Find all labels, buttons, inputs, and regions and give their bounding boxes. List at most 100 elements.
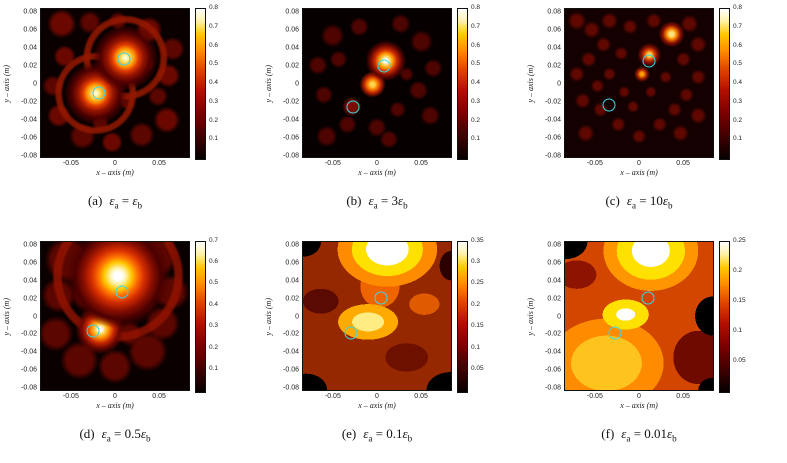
x-axis-label: x – axis (m) [96, 400, 134, 410]
epsilon-subscript: b [137, 200, 143, 211]
x-axis-label: x – axis (m) [358, 168, 396, 177]
x-tick-label: 0.05 [152, 392, 166, 400]
coefficient: 10 [649, 193, 663, 208]
y-tick-label: 0.02 [547, 295, 561, 303]
colorbar-gradient [719, 240, 730, 393]
y-tick-label: -0.02 [545, 98, 561, 106]
y-tick-label: -0.06 [21, 134, 37, 142]
colorbar-tick-label: 0.8 [471, 3, 481, 11]
target-circle [377, 59, 391, 73]
x-tick-label: 0 [637, 392, 641, 400]
panel-caption: (c) εa = 10εb [564, 193, 714, 211]
x-tick-label: 0.05 [414, 392, 428, 400]
x-tick-label: 0.05 [152, 160, 166, 167]
heatmap-canvas [564, 240, 714, 391]
colorbar-tick-label: 0.5 [471, 60, 481, 67]
y-tick-label: 0.02 [285, 62, 299, 70]
epsilon-subscript: a [114, 200, 119, 211]
panel-caption: (b) εa = 3εb [302, 193, 452, 211]
y-tick-label: -0.08 [21, 384, 37, 392]
y-axis-ticks: 0.08 0.06 0.04 0.02 0 -0.02 -0.04 -0.06 -0.08 [13, 8, 40, 160]
equals-sign: = [377, 193, 392, 208]
colorbar-tick-label: 0.4 [209, 78, 219, 86]
heatmap-canvas [40, 8, 190, 158]
epsilon-symbol: ε [363, 425, 369, 441]
y-tick-label: 0.06 [547, 26, 561, 34]
y-tick-label: -0.06 [21, 366, 37, 374]
y-tick-label: 0.04 [547, 44, 561, 52]
target-circle [346, 100, 360, 114]
colorbar-gradient [457, 240, 468, 393]
colorbar-ticks: 0.8 0.7 0.6 0.5 0.4 0.3 0.2 0.1 [206, 4, 228, 158]
y-tick-label: -0.02 [21, 98, 37, 106]
plot-column: -0.05 0 0.05 x – axis (m) [564, 8, 714, 180]
y-tick-label: -0.04 [21, 116, 37, 124]
y-tick-label: -0.06 [283, 134, 299, 142]
colorbar-gradient [719, 8, 730, 160]
colorbar-tick-label: 0.8 [733, 3, 743, 11]
plot-row: y – axis (m) 0.08 0.06 0.04 0.02 0 -0.02 -0.04… [524, 3, 786, 180]
y-tick-label: 0.04 [285, 277, 299, 285]
y-tick-label: -0.04 [21, 348, 37, 356]
epsilon-subscript: b [668, 200, 673, 211]
y-tick-label: -0.02 [545, 330, 561, 338]
colorbar-tick-label: 0.25 [733, 236, 746, 244]
x-tick-label: 0.05 [676, 160, 690, 167]
y-tick-label: -0.02 [21, 330, 37, 338]
panel-caption: (a) εa = εb [40, 193, 190, 211]
plot-column: -0.05 0 0.05 x – axis (m) [40, 8, 190, 180]
plot-column: -0.05 0 0.05 x – axis (m) [302, 240, 452, 413]
y-axis-ticks: 0.08 0.06 0.04 0.02 0 -0.02 -0.04 -0.06 -0.08 [275, 8, 302, 160]
y-tick-label: -0.08 [283, 384, 299, 392]
y-tick-label: -0.04 [283, 116, 299, 124]
epsilon-symbol: ε [368, 193, 374, 208]
y-tick-label: 0 [557, 313, 561, 321]
y-axis-label: y – axis (m) [262, 8, 275, 160]
target-circle [86, 324, 100, 338]
y-tick-label: -0.06 [545, 366, 561, 374]
target-circle [641, 291, 655, 305]
x-tick-label: -0.05 [324, 160, 341, 167]
x-tick-label: 0 [375, 392, 379, 400]
y-axis-ticks: 0.08 0.06 0.04 0.02 0 -0.02 -0.04 -0.06 -0.08 [537, 241, 564, 393]
figure-grid: y – axis (m) 0.08 0.06 0.04 0.02 0 -0.02 -0.04… [0, 3, 786, 444]
y-axis-label: y – axis (m) [262, 241, 275, 393]
x-axis-label: x – axis (m) [358, 400, 396, 410]
y-tick-label: -0.08 [545, 384, 561, 392]
x-tick-label: -0.05 [324, 392, 341, 400]
target-circle [602, 98, 616, 112]
epsilon-symbol: ε [140, 425, 146, 441]
equals-sign: = [630, 425, 645, 441]
y-tick-label: 0.08 [23, 241, 37, 249]
heatmap-panel: y – axis (m) 0.08 0.06 0.04 0.02 0 -0.02 -0.04… [0, 4, 262, 211]
coefficient: 0.1 [386, 425, 403, 441]
colorbar-tick-label: 0.1 [733, 135, 743, 142]
plot-row: y – axis (m) 0.08 0.06 0.04 0.02 0 -0.02 -0.04… [0, 237, 262, 413]
epsilon-symbol: ε [667, 425, 673, 441]
colorbar-tick-label: 0.7 [733, 22, 743, 30]
colorbar-tick-label: 0.3 [471, 97, 481, 105]
epsilon-symbol: ε [402, 425, 408, 441]
epsilon-subscript: a [368, 433, 373, 444]
y-tick-label: 0.08 [547, 241, 561, 249]
y-axis-label-text: y – axis (m) [264, 297, 273, 336]
colorbar-tick-label: 0.2 [471, 116, 481, 124]
epsilon-symbol: ε [101, 425, 107, 441]
y-tick-label: -0.08 [21, 152, 37, 160]
y-tick-label: 0 [295, 313, 299, 321]
y-axis-label-text: y – axis (m) [2, 65, 11, 103]
y-axis-label-text: y – axis (m) [526, 65, 535, 103]
epsilon-symbol: ε [398, 193, 404, 208]
colorbar-tick-label: 0.1 [733, 326, 743, 334]
plot-row: y – axis (m) 0.08 0.06 0.04 0.02 0 -0.02 -0.04… [262, 3, 524, 180]
heatmap-panel: y – axis (m) 0.08 0.06 0.04 0.02 0 -0.02 -0.04… [524, 3, 786, 211]
colorbar-ticks: 0.8 0.7 0.6 0.5 0.4 0.3 0.2 0.1 [468, 3, 490, 158]
caption-index: (c) [605, 193, 620, 208]
target-circle [344, 326, 358, 340]
y-tick-label: 0.04 [23, 44, 37, 52]
y-tick-label: -0.08 [545, 152, 561, 160]
colorbar-tick-label: 0.4 [209, 300, 219, 308]
colorbar-tick-label: 0.3 [209, 322, 219, 330]
caption-index: (b) [346, 193, 362, 208]
colorbar-tick-label: 0.3 [209, 97, 219, 105]
